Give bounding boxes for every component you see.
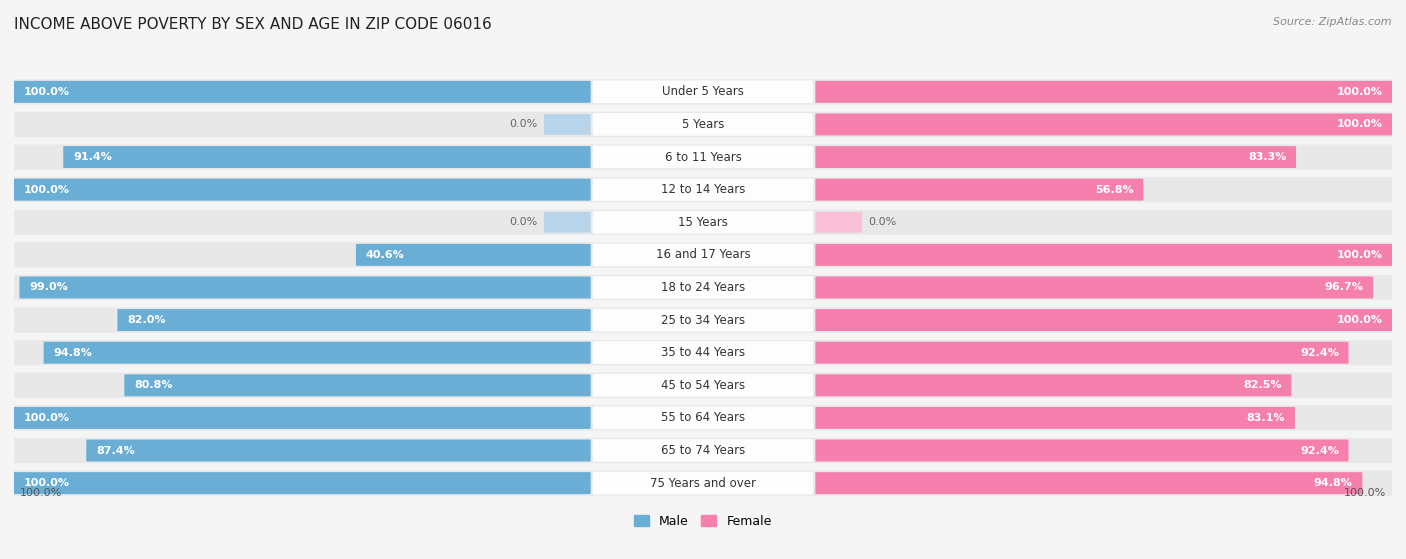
Text: 80.8%: 80.8% (134, 380, 173, 390)
FancyBboxPatch shape (815, 277, 1374, 299)
Text: 83.1%: 83.1% (1247, 413, 1285, 423)
FancyBboxPatch shape (593, 80, 813, 103)
Text: 100.0%: 100.0% (20, 488, 63, 498)
FancyBboxPatch shape (14, 471, 1392, 496)
Text: 100.0%: 100.0% (1337, 87, 1382, 97)
Text: 0.0%: 0.0% (509, 120, 538, 130)
FancyBboxPatch shape (124, 375, 591, 396)
FancyBboxPatch shape (593, 439, 813, 462)
Text: 92.4%: 92.4% (1301, 446, 1339, 456)
FancyBboxPatch shape (14, 112, 1392, 137)
Text: 35 to 44 Years: 35 to 44 Years (661, 346, 745, 359)
Text: Source: ZipAtlas.com: Source: ZipAtlas.com (1274, 17, 1392, 27)
FancyBboxPatch shape (44, 342, 591, 364)
FancyBboxPatch shape (593, 211, 813, 234)
FancyBboxPatch shape (593, 146, 813, 168)
Text: 99.0%: 99.0% (30, 282, 67, 292)
FancyBboxPatch shape (14, 340, 1392, 366)
FancyBboxPatch shape (14, 79, 1392, 105)
FancyBboxPatch shape (14, 373, 1392, 398)
Text: 65 to 74 Years: 65 to 74 Years (661, 444, 745, 457)
Text: 25 to 34 Years: 25 to 34 Years (661, 314, 745, 326)
FancyBboxPatch shape (14, 275, 1392, 300)
FancyBboxPatch shape (86, 439, 591, 462)
Text: 100.0%: 100.0% (1337, 120, 1382, 130)
Text: 5 Years: 5 Years (682, 118, 724, 131)
FancyBboxPatch shape (593, 244, 813, 266)
FancyBboxPatch shape (14, 405, 1392, 430)
Text: 15 Years: 15 Years (678, 216, 728, 229)
Text: 0.0%: 0.0% (868, 217, 897, 228)
FancyBboxPatch shape (117, 309, 591, 331)
FancyBboxPatch shape (14, 438, 1392, 463)
FancyBboxPatch shape (14, 179, 591, 201)
FancyBboxPatch shape (593, 113, 813, 136)
Text: 100.0%: 100.0% (1343, 488, 1386, 498)
FancyBboxPatch shape (815, 309, 1392, 331)
FancyBboxPatch shape (593, 276, 813, 299)
Text: 87.4%: 87.4% (96, 446, 135, 456)
Text: 18 to 24 Years: 18 to 24 Years (661, 281, 745, 294)
Text: 100.0%: 100.0% (24, 478, 69, 488)
Text: 55 to 64 Years: 55 to 64 Years (661, 411, 745, 424)
FancyBboxPatch shape (14, 307, 1392, 333)
FancyBboxPatch shape (544, 212, 591, 233)
FancyBboxPatch shape (14, 210, 1392, 235)
Text: 40.6%: 40.6% (366, 250, 405, 260)
Text: 94.8%: 94.8% (1313, 478, 1353, 488)
Text: 100.0%: 100.0% (1337, 315, 1382, 325)
Text: 83.3%: 83.3% (1249, 152, 1286, 162)
Legend: Male, Female: Male, Female (630, 510, 776, 533)
FancyBboxPatch shape (815, 212, 862, 233)
FancyBboxPatch shape (593, 374, 813, 397)
FancyBboxPatch shape (14, 177, 1392, 202)
FancyBboxPatch shape (63, 146, 591, 168)
Text: 96.7%: 96.7% (1324, 282, 1364, 292)
FancyBboxPatch shape (815, 407, 1295, 429)
Text: 45 to 54 Years: 45 to 54 Years (661, 379, 745, 392)
FancyBboxPatch shape (815, 179, 1143, 201)
FancyBboxPatch shape (815, 146, 1296, 168)
Text: 0.0%: 0.0% (509, 217, 538, 228)
FancyBboxPatch shape (14, 242, 1392, 268)
Text: 16 and 17 Years: 16 and 17 Years (655, 248, 751, 262)
Text: 100.0%: 100.0% (1337, 250, 1382, 260)
Text: Under 5 Years: Under 5 Years (662, 86, 744, 98)
FancyBboxPatch shape (356, 244, 591, 266)
Text: 94.8%: 94.8% (53, 348, 93, 358)
FancyBboxPatch shape (815, 472, 1362, 494)
FancyBboxPatch shape (14, 144, 1392, 170)
FancyBboxPatch shape (14, 407, 591, 429)
FancyBboxPatch shape (20, 277, 591, 299)
Text: 100.0%: 100.0% (24, 184, 69, 195)
Text: 6 to 11 Years: 6 to 11 Years (665, 150, 741, 164)
FancyBboxPatch shape (815, 439, 1348, 462)
FancyBboxPatch shape (544, 114, 591, 135)
Text: 56.8%: 56.8% (1095, 184, 1133, 195)
FancyBboxPatch shape (14, 81, 591, 103)
Text: 100.0%: 100.0% (24, 87, 69, 97)
FancyBboxPatch shape (593, 178, 813, 201)
FancyBboxPatch shape (815, 375, 1292, 396)
FancyBboxPatch shape (815, 342, 1348, 364)
Text: 92.4%: 92.4% (1301, 348, 1339, 358)
FancyBboxPatch shape (593, 472, 813, 495)
Text: 100.0%: 100.0% (24, 413, 69, 423)
FancyBboxPatch shape (593, 406, 813, 429)
Text: 75 Years and over: 75 Years and over (650, 477, 756, 490)
Text: 82.5%: 82.5% (1243, 380, 1282, 390)
Text: 91.4%: 91.4% (73, 152, 112, 162)
FancyBboxPatch shape (815, 113, 1392, 135)
FancyBboxPatch shape (593, 342, 813, 364)
FancyBboxPatch shape (815, 244, 1392, 266)
Text: 82.0%: 82.0% (127, 315, 166, 325)
Text: INCOME ABOVE POVERTY BY SEX AND AGE IN ZIP CODE 06016: INCOME ABOVE POVERTY BY SEX AND AGE IN Z… (14, 17, 492, 32)
FancyBboxPatch shape (815, 81, 1392, 103)
FancyBboxPatch shape (14, 472, 591, 494)
Text: 12 to 14 Years: 12 to 14 Years (661, 183, 745, 196)
FancyBboxPatch shape (593, 309, 813, 331)
